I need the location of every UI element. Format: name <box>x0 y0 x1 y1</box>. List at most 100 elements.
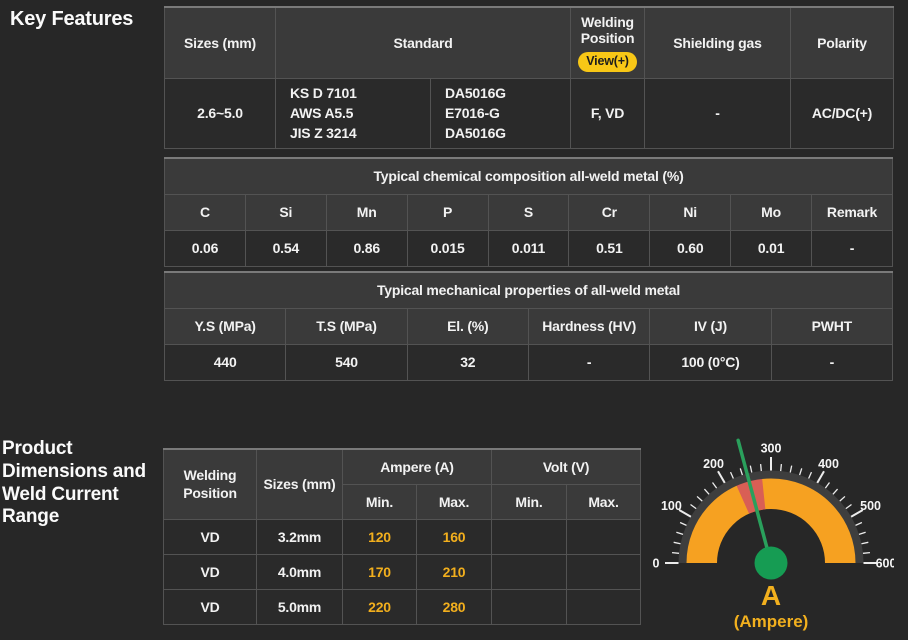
svg-text:100: 100 <box>661 499 682 513</box>
chem-value: 0.06 <box>164 229 246 267</box>
svg-text:200: 200 <box>703 457 724 471</box>
row-volt-max <box>565 553 642 590</box>
spec-header-row: Sizes (mm) Standard Welding Position Vie… <box>164 6 895 79</box>
mechanical-properties-table: Typical mechanical properties of all-wel… <box>163 271 894 381</box>
mech-col-header: T.S (MPa) <box>285 307 408 345</box>
product-spec-table: Sizes (mm) Standard Welding Position Vie… <box>164 6 895 149</box>
svg-text:600: 600 <box>876 557 894 571</box>
row-volt-min <box>491 588 567 625</box>
current-header-sizes: Sizes (mm) <box>256 448 343 520</box>
row-ampere-min: 170 <box>342 553 417 590</box>
chemical-value-row: 0.06 0.54 0.86 0.015 0.011 0.51 0.60 0.0… <box>164 229 893 267</box>
chem-value: 0.60 <box>649 229 732 267</box>
chem-col-header: P <box>406 193 489 231</box>
mech-col-header: Hardness (HV) <box>527 307 651 345</box>
chem-value: 0.011 <box>487 229 570 267</box>
chem-value: - <box>811 229 893 267</box>
gauge-unit-sublabel: (Ampere) <box>733 612 809 631</box>
row-position: VD <box>163 518 257 555</box>
ampere-gauge: 0 100 200 300 400 500 600 A (Ampere) <box>648 430 908 640</box>
chem-value: 0.86 <box>325 229 408 267</box>
chem-col-header: S <box>487 193 570 231</box>
chem-value: 0.015 <box>406 229 489 267</box>
row-ampere-min: 220 <box>342 588 417 625</box>
current-table-row: VD 3.2mm 120 160 <box>163 518 642 555</box>
row-ampere-max: 280 <box>416 588 492 625</box>
current-header-row-2: Min. Max. Min. Max. <box>164 483 642 520</box>
mech-value: 100 (0°C) <box>649 343 772 381</box>
mech-col-header: PWHT <box>770 307 894 345</box>
current-header-ampere: Ampere (A) <box>342 448 492 485</box>
row-size: 3.2mm <box>256 518 343 555</box>
chem-col-header: Mn <box>325 193 408 231</box>
spec-header-welding-position: Welding Position View(+) <box>570 6 646 79</box>
standard-code: JIS Z 3214 <box>290 125 357 142</box>
mechanical-header-row: Y.S (MPa) T.S (MPa) El. (%) Hardness (HV… <box>163 307 894 345</box>
ampere-max-header: Max. <box>416 483 492 520</box>
current-header-volt: Volt (V) <box>490 448 642 485</box>
standard-grade: DA5016G <box>445 125 506 142</box>
chem-col-header: Ni <box>649 193 732 231</box>
mech-value: 32 <box>406 343 529 381</box>
key-features-heading: Key Features <box>10 8 134 30</box>
chem-col-header: Cr <box>568 193 651 231</box>
current-table-row: VD 4.0mm 170 210 <box>163 553 642 590</box>
mech-value: 540 <box>285 343 408 381</box>
row-volt-max <box>565 588 642 625</box>
mech-col-header: IV (J) <box>649 307 772 345</box>
spec-welding-position-value: F, VD <box>570 77 646 149</box>
chemical-composition-table: Typical chemical composition all-weld me… <box>164 157 893 267</box>
svg-text:400: 400 <box>818 457 839 471</box>
volt-min-header: Min. <box>491 483 567 520</box>
chemical-header-row: C Si Mn P S Cr Ni Mo Remark <box>164 193 893 231</box>
row-position: VD <box>163 553 257 590</box>
view-button[interactable]: View(+) <box>578 52 637 72</box>
spec-header-standard: Standard <box>274 6 572 79</box>
chem-value: 0.51 <box>568 229 651 267</box>
spec-sizes-value: 2.6~5.0 <box>164 77 276 149</box>
mech-value: - <box>770 343 894 381</box>
spec-header-sizes: Sizes (mm) <box>164 6 276 79</box>
gauge-unit-label: A <box>760 580 782 611</box>
row-size: 5.0mm <box>256 588 343 625</box>
chem-value: 0.54 <box>244 229 327 267</box>
chemical-table-title: Typical chemical composition all-weld me… <box>164 157 893 195</box>
svg-text:300: 300 <box>761 442 782 456</box>
row-volt-min <box>491 518 567 555</box>
standard-code: KS D 7101 <box>290 84 357 101</box>
mech-value: 440 <box>163 343 287 381</box>
ampere-min-header: Min. <box>342 483 417 520</box>
mechanical-title-row: Typical mechanical properties of all-wel… <box>164 271 893 309</box>
row-position: VD <box>163 588 257 625</box>
current-table-row: VD 5.0mm 220 280 <box>163 588 642 625</box>
mechanical-table-title: Typical mechanical properties of all-wel… <box>164 271 893 309</box>
spec-polarity-value: AC/DC(+) <box>790 77 895 149</box>
standard-grade: E7016-G <box>445 104 500 121</box>
standard-code: AWS A5.5 <box>290 104 354 121</box>
spec-data-row: 2.6~5.0 KS D 7101 AWS A5.5 JIS Z 3214 DA… <box>164 77 895 149</box>
chem-col-header: C <box>164 193 246 231</box>
chem-col-header: Si <box>244 193 327 231</box>
row-ampere-max: 210 <box>416 553 492 590</box>
row-volt-min <box>491 553 567 590</box>
mech-col-header: El. (%) <box>406 307 529 345</box>
product-dimensions-heading: Product Dimensions and Weld Current Rang… <box>2 438 146 528</box>
spec-shielding-gas-value: - <box>644 77 792 149</box>
chemical-title-row: Typical chemical composition all-weld me… <box>164 157 893 195</box>
spec-header-polarity: Polarity <box>790 6 895 79</box>
chem-value: 0.01 <box>730 229 812 267</box>
row-volt-max <box>565 518 642 555</box>
welding-position-label: Welding Position <box>580 14 635 46</box>
mech-col-header: Y.S (MPa) <box>163 307 287 345</box>
row-ampere-max: 160 <box>416 518 492 555</box>
current-header-row-1: Welding Position Sizes (mm) Ampere (A) V… <box>163 448 642 520</box>
row-size: 4.0mm <box>256 553 343 590</box>
chem-col-header: Remark <box>811 193 893 231</box>
weld-current-table: Welding Position Sizes (mm) Ampere (A) V… <box>163 448 642 625</box>
spec-standard-codes: KS D 7101 AWS A5.5 JIS Z 3214 <box>275 77 431 149</box>
mechanical-value-row: 440 540 32 - 100 (0°C) - <box>163 343 894 381</box>
standard-grade: DA5016G <box>445 84 506 101</box>
volt-max-header: Max. <box>565 483 642 520</box>
row-ampere-min: 120 <box>342 518 417 555</box>
